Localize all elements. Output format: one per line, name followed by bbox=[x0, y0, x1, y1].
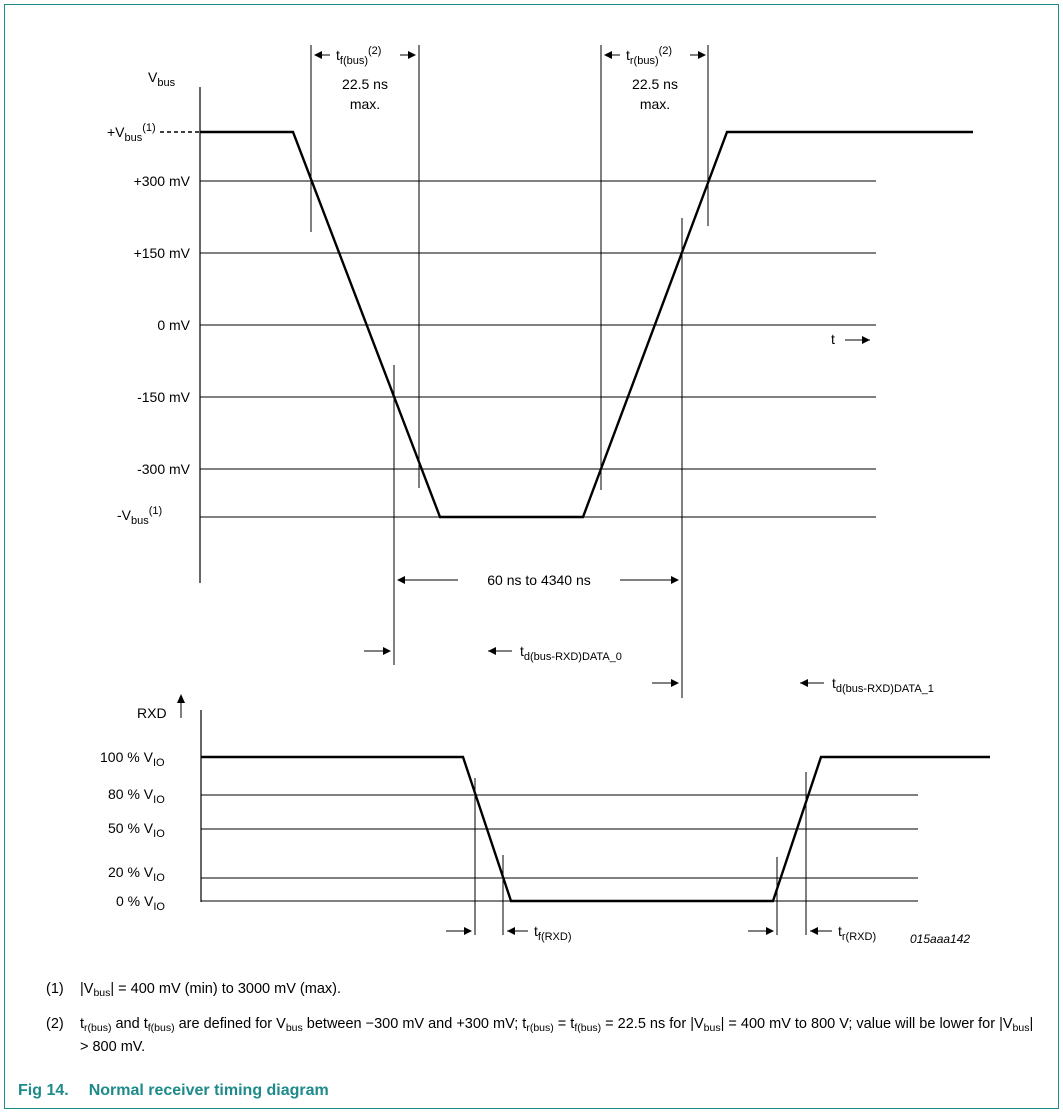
rxd-rise-arrow-out-head bbox=[810, 927, 818, 935]
rxd-level-label-50: 50 % VIO bbox=[108, 820, 165, 840]
figure-number: Fig 14. bbox=[18, 1082, 69, 1099]
fall-arrow-right-head bbox=[408, 51, 416, 59]
level-label-p300: +300 mV bbox=[134, 173, 191, 189]
timing-diagram: Vbus +Vbus(1) +300 mV +150 mV 0 mV -150 … bbox=[100, 45, 990, 946]
rxd-fall-arrow-in-head bbox=[464, 927, 472, 935]
delay0-arrow-out-head bbox=[488, 647, 496, 655]
figure-title: Normal receiver timing diagram bbox=[88, 1082, 329, 1099]
level-label-zero: 0 mV bbox=[157, 317, 190, 333]
level-label-vplus: +Vbus(1) bbox=[107, 122, 156, 144]
delay1-arrow-out-head bbox=[800, 679, 808, 687]
duration-arrow-right-head bbox=[671, 576, 679, 584]
rxd-axis-arrowhead bbox=[177, 694, 185, 703]
fall-time-label: tf(bus)(2) bbox=[336, 45, 381, 67]
vbus-waveform bbox=[200, 130, 973, 519]
rise-time-label: tr(bus)(2) bbox=[626, 45, 672, 67]
t-axis-label: t bbox=[831, 331, 835, 347]
level-label-p150: +150 mV bbox=[134, 245, 191, 261]
duration-arrow-left-head bbox=[397, 576, 405, 584]
level-label-m150: -150 mV bbox=[137, 389, 191, 405]
rxd-waveform bbox=[201, 755, 990, 903]
footnote-2-text: tr(bus) and tf(bus) are defined for Vbus… bbox=[80, 1016, 1034, 1055]
fall-arrow-left-head bbox=[314, 51, 322, 59]
rxd-rise-label: tr(RXD) bbox=[838, 923, 876, 943]
figure-caption: Fig 14. Normal receiver timing diagram bbox=[18, 1082, 329, 1100]
rxd-level-label-20: 20 % VIO bbox=[108, 864, 165, 884]
rise-time-max: max. bbox=[640, 96, 670, 112]
level-label-m300: -300 mV bbox=[137, 461, 191, 477]
rxd-fall-label: tf(RXD) bbox=[534, 923, 572, 943]
footnotes: (1) |Vbus| = 400 mV (min) to 3000 mV (ma… bbox=[46, 980, 1036, 1069]
rxd-rise-arrow-in-head bbox=[766, 927, 774, 935]
figure-code: 015aaa142 bbox=[910, 932, 970, 946]
fall-time-max: max. bbox=[350, 96, 380, 112]
rxd-axis-label: RXD bbox=[137, 705, 167, 721]
rxd-level-label-80: 80 % VIO bbox=[108, 786, 165, 806]
rxd-level-label-0: 0 % VIO bbox=[116, 893, 165, 913]
footnote-2-number: (2) bbox=[46, 1016, 64, 1032]
delay1-label: td(bus-RXD)DATA_1 bbox=[832, 675, 934, 695]
level-label-vminus: -Vbus(1) bbox=[117, 505, 162, 527]
footnote-2: (2) tr(bus) and tf(bus) are defined for … bbox=[46, 1015, 1036, 1057]
footnote-1-number: (1) bbox=[46, 981, 64, 997]
rise-time-value: 22.5 ns bbox=[632, 76, 678, 92]
footnote-1-text: |Vbus| = 400 mV (min) to 3000 mV (max). bbox=[80, 981, 341, 999]
rxd-level-label-100: 100 % VIO bbox=[100, 749, 165, 769]
rise-arrow-left-head bbox=[604, 51, 612, 59]
duration-label: 60 ns to 4340 ns bbox=[487, 572, 591, 588]
delay1-arrow-in-head bbox=[671, 679, 679, 687]
delay0-arrow-in-head bbox=[383, 647, 391, 655]
t-axis-arrowhead bbox=[862, 336, 870, 344]
rxd-fall-arrow-out-head bbox=[507, 927, 515, 935]
footnote-1: (1) |Vbus| = 400 mV (min) to 3000 mV (ma… bbox=[46, 980, 1036, 1003]
vbus-axis-label: Vbus bbox=[148, 69, 176, 89]
fall-time-value: 22.5 ns bbox=[342, 76, 388, 92]
figure-frame bbox=[4, 4, 1059, 1109]
delay0-label: td(bus-RXD)DATA_0 bbox=[520, 643, 622, 663]
rise-arrow-right-head bbox=[698, 51, 706, 59]
